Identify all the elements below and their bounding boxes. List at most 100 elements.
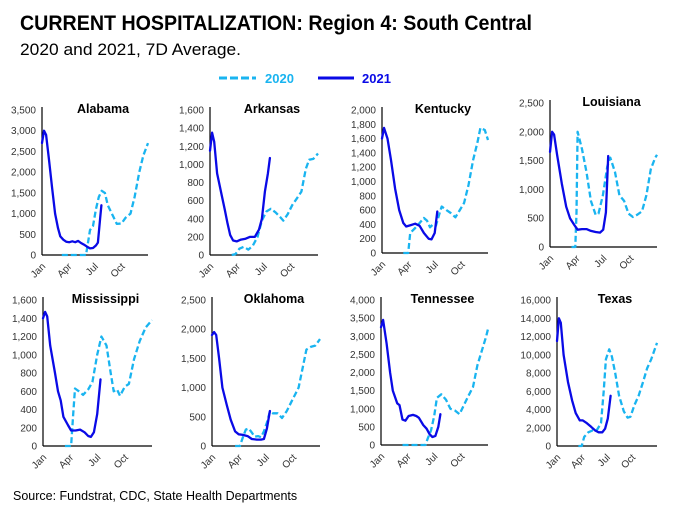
y-tick-label: 2,000	[526, 423, 551, 434]
series-2020-line	[402, 328, 490, 447]
y-tick-label: 4,000	[526, 405, 551, 416]
x-tick-label: Apr	[395, 451, 414, 470]
y-tick-label: 8,000	[526, 369, 551, 380]
legend-2020-label: 2020	[265, 71, 294, 86]
series-2020-line	[231, 152, 319, 257]
series-2020-line	[235, 338, 321, 448]
x-tick-label: Apr	[56, 261, 75, 280]
y-tick-label: 600	[20, 387, 37, 398]
y-tick-label: 400	[20, 405, 37, 416]
y-tick-label: 2,500	[11, 147, 36, 158]
series-2020-line	[578, 342, 659, 448]
y-tick-label: 1,600	[12, 296, 37, 307]
y-tick-label: 1,200	[179, 142, 204, 153]
x-tick-label: Jan	[197, 261, 216, 280]
panel-arkansas: Arkansas 0 200 400 600 800 1,000 1,200 1,400 1,60…	[179, 102, 319, 281]
y-tick-label: 500	[358, 422, 375, 433]
y-tick-label: 500	[189, 412, 206, 423]
y-tick-label: 2,000	[350, 368, 375, 379]
y-tick-label: 1,500	[11, 188, 36, 199]
x-tick-label: Apr	[569, 452, 588, 471]
x-tick-label: Oct	[449, 451, 468, 470]
series-2021-line	[380, 126, 439, 241]
y-tick-label: 3,500	[350, 314, 375, 325]
series-2020-line	[61, 142, 150, 257]
y-tick-label: 1,800	[351, 120, 376, 131]
y-tick-label: 0	[370, 249, 376, 260]
y-tick-label: 2,000	[519, 127, 544, 138]
y-tick-label: 0	[538, 243, 544, 254]
y-tick-label: 16,000	[520, 296, 551, 307]
series-2021-line	[208, 131, 272, 243]
panel-texas: Texas 0 2,000 4,000 6,000 8,000 10,000 12,000 14…	[520, 292, 659, 472]
series-2021-line	[379, 318, 442, 439]
y-tick-label: 0	[198, 251, 204, 262]
x-tick-label: Apr	[396, 259, 415, 278]
series-2021-line	[548, 130, 610, 234]
y-tick-label: 2,500	[519, 99, 544, 110]
y-tick-label: 200	[187, 232, 204, 243]
x-tick-label: Apr	[226, 452, 245, 471]
x-tick-label: Jul	[424, 451, 441, 468]
x-tick-label: Jan	[369, 259, 388, 278]
y-tick-label: 2,000	[181, 325, 206, 336]
x-tick-label: Jul	[253, 261, 270, 278]
x-tick-label: Oct	[109, 261, 128, 280]
panel-title: Tennessee	[411, 292, 475, 306]
y-tick-label: 1,200	[12, 332, 37, 343]
panel-tennessee: Tennessee 0 500 1,000 1,500 2,000 2,500 3,000 3,…	[350, 292, 490, 471]
series-2020-line	[403, 126, 490, 255]
y-tick-label: 1,000	[179, 160, 204, 171]
y-tick-label: 1,500	[519, 156, 544, 167]
legend-2021-label: 2021	[362, 71, 391, 86]
y-tick-label: 0	[31, 442, 37, 453]
x-tick-label: Jul	[86, 452, 103, 469]
panel-kentucky: Kentucky 0 200 400 600 800 1,000 1,200 1,400 1,60…	[351, 102, 490, 279]
y-tick-label: 1,200	[351, 163, 376, 174]
panel-title: Oklahoma	[244, 292, 305, 306]
y-tick-label: 500	[19, 230, 36, 241]
y-tick-label: 2,500	[350, 350, 375, 361]
y-tick-label: 1,400	[351, 148, 376, 159]
y-tick-label: 1,000	[350, 404, 375, 415]
y-tick-label: 400	[359, 220, 376, 231]
y-tick-label: 0	[545, 442, 551, 453]
figure-title: CURRENT HOSPITALIZATION: Region 4: South…	[20, 12, 532, 35]
y-tick-label: 2,000	[351, 106, 376, 117]
y-tick-label: 1,000	[519, 185, 544, 196]
panel-title: Texas	[598, 292, 633, 306]
x-tick-label: Jan	[199, 452, 218, 471]
x-tick-label: Oct	[278, 261, 297, 280]
series-2020-line	[571, 130, 658, 249]
y-tick-label: 12,000	[520, 332, 551, 343]
y-tick-label: 1,000	[12, 350, 37, 361]
x-tick-label: Jan	[29, 261, 48, 280]
figure-subtitle: 2020 and 2021, 7D Average.	[20, 40, 241, 59]
y-tick-label: 800	[359, 191, 376, 202]
x-tick-label: Oct	[449, 259, 468, 278]
y-tick-label: 1,400	[179, 124, 204, 135]
x-tick-label: Oct	[112, 452, 131, 471]
x-tick-label: Oct	[280, 452, 299, 471]
panel-alabama: Alabama 0 500 1,000 1,500 2,000 2,500 3,000 3,50…	[11, 102, 150, 281]
legend: 2020 2021	[219, 71, 391, 86]
x-tick-label: Jan	[537, 253, 556, 272]
panel-title: Louisiana	[582, 95, 641, 109]
panel-oklahoma: Oklahoma 0 500 1,000 1,500 2,000 2,500 Jan Apr Ju…	[181, 292, 321, 472]
x-tick-label: Jan	[544, 452, 563, 471]
y-tick-label: 0	[369, 441, 375, 452]
x-tick-label: Jul	[593, 253, 610, 270]
y-tick-label: 2,500	[181, 296, 206, 307]
x-tick-label: Apr	[224, 261, 243, 280]
panel-title: Alabama	[77, 102, 130, 116]
x-tick-label: Jul	[84, 261, 101, 278]
panel-title: Mississippi	[72, 292, 139, 306]
panel-louisiana: Louisiana 0 500 1,000 1,500 2,000 2,500 Jan Apr J…	[519, 95, 658, 273]
x-tick-label: Jul	[255, 452, 272, 469]
y-tick-label: 1,500	[350, 386, 375, 397]
y-tick-label: 1,000	[11, 209, 36, 220]
series-2021-line	[555, 317, 612, 434]
panel-title: Kentucky	[415, 102, 471, 116]
